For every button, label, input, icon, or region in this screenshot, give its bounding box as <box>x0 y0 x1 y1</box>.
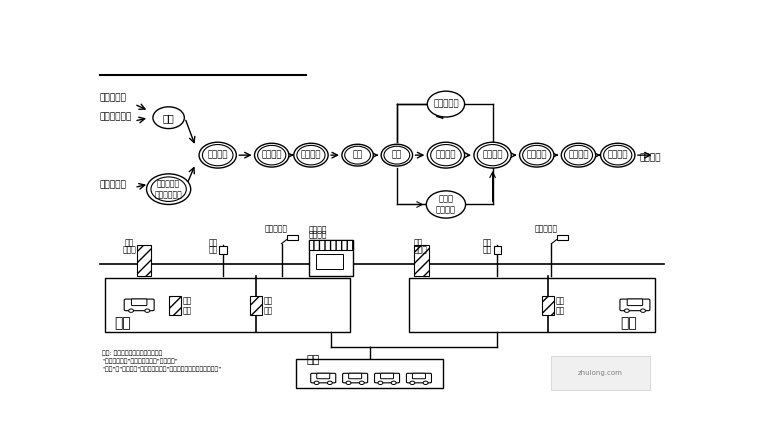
Text: 控制机: 控制机 <box>414 245 428 254</box>
Circle shape <box>359 381 364 385</box>
Text: 感应
线圈: 感应 线圈 <box>556 296 565 316</box>
Circle shape <box>294 143 328 167</box>
Bar <box>414 245 429 276</box>
Circle shape <box>600 143 635 167</box>
Bar <box>493 246 502 254</box>
Bar <box>137 245 151 276</box>
Text: 入口: 入口 <box>208 238 217 248</box>
FancyBboxPatch shape <box>317 373 330 379</box>
Text: 读卡: 读卡 <box>163 113 175 123</box>
Circle shape <box>427 142 464 168</box>
Text: 收费咨询: 收费咨询 <box>309 226 327 235</box>
Circle shape <box>255 143 289 167</box>
Bar <box>249 297 262 315</box>
Text: 人工发卡取
自动缴费取卡: 人工发卡取 自动缴费取卡 <box>155 179 182 199</box>
Text: 特殊卡换卡: 特殊卡换卡 <box>433 99 459 109</box>
Circle shape <box>520 143 554 167</box>
Text: 临时卡进入: 临时卡进入 <box>100 180 127 190</box>
Text: 出口: 出口 <box>620 316 637 330</box>
FancyBboxPatch shape <box>124 299 154 311</box>
Bar <box>309 240 353 251</box>
Circle shape <box>625 309 629 312</box>
Circle shape <box>328 381 332 385</box>
Text: 图像对比: 图像对比 <box>527 151 547 160</box>
Text: 感应
线圈: 感应 线圈 <box>264 296 273 316</box>
FancyBboxPatch shape <box>349 373 362 379</box>
Text: 感应
线圈: 感应 线圈 <box>182 296 192 316</box>
Circle shape <box>391 381 396 385</box>
Text: zhulong.com: zhulong.com <box>578 370 623 376</box>
Bar <box>542 297 554 315</box>
Circle shape <box>342 144 373 166</box>
Circle shape <box>382 144 413 166</box>
Text: 入口机组: 入口机组 <box>207 151 228 160</box>
Circle shape <box>378 381 383 385</box>
Text: 车辆驶出: 车辆驶出 <box>640 153 661 162</box>
Bar <box>296 359 444 388</box>
Bar <box>309 240 353 276</box>
Bar <box>287 236 298 240</box>
Text: 注释: 带色导线表示的对应等级关系
"自动缴费取卡"对道路放置中的"自卡取回"
"机组"的"自动收入"对道路放置中的"机组，与车库管理统收入关系": 注释: 带色导线表示的对应等级关系 "自动缴费取卡"对道路放置中的"自卡取回" … <box>103 351 222 372</box>
Bar <box>219 246 226 254</box>
Text: 入口: 入口 <box>125 238 134 248</box>
FancyBboxPatch shape <box>409 278 654 332</box>
Text: 出口: 出口 <box>414 238 423 248</box>
FancyBboxPatch shape <box>105 278 350 332</box>
Circle shape <box>346 381 351 385</box>
Circle shape <box>474 142 511 168</box>
Text: 出口机组: 出口机组 <box>483 151 503 160</box>
Circle shape <box>426 191 466 218</box>
Text: 自动开闸: 自动开闸 <box>261 151 282 160</box>
Bar <box>557 236 568 240</box>
FancyBboxPatch shape <box>413 373 426 379</box>
Text: 出口: 出口 <box>483 238 492 248</box>
Bar <box>316 254 343 269</box>
Text: 车库: 车库 <box>306 355 319 365</box>
Text: 按月卡进入: 按月卡进入 <box>100 94 127 103</box>
FancyBboxPatch shape <box>627 299 643 305</box>
FancyBboxPatch shape <box>311 373 336 383</box>
Text: 感应障碍: 感应障碍 <box>301 151 321 160</box>
Text: 收费电脑: 收费电脑 <box>309 231 327 240</box>
Circle shape <box>423 381 428 385</box>
FancyBboxPatch shape <box>343 373 368 383</box>
Text: 入口: 入口 <box>115 316 131 330</box>
Text: 月卡换卡: 月卡换卡 <box>435 151 456 160</box>
Text: 临时卡
缴卡交费: 临时卡 缴卡交费 <box>436 195 456 214</box>
FancyBboxPatch shape <box>375 373 400 383</box>
Circle shape <box>147 174 191 205</box>
Circle shape <box>562 143 596 167</box>
Text: 感应障碍: 感应障碍 <box>607 151 628 160</box>
Bar <box>552 356 650 390</box>
Bar <box>169 297 181 315</box>
Circle shape <box>410 381 415 385</box>
Text: 控制机: 控制机 <box>122 245 136 254</box>
Circle shape <box>199 142 236 168</box>
Circle shape <box>427 91 464 117</box>
FancyBboxPatch shape <box>407 373 432 383</box>
FancyBboxPatch shape <box>381 373 394 379</box>
Text: 出口摄像机: 出口摄像机 <box>535 225 558 234</box>
Text: 入口摄像机: 入口摄像机 <box>265 225 288 234</box>
FancyBboxPatch shape <box>131 299 147 305</box>
Text: 停车: 停车 <box>353 151 363 160</box>
FancyBboxPatch shape <box>620 299 650 311</box>
Circle shape <box>128 309 134 312</box>
Text: 按临停卡进入: 按临停卡进入 <box>100 112 132 122</box>
Text: 道闸: 道闸 <box>483 245 492 254</box>
Circle shape <box>641 309 645 312</box>
Circle shape <box>145 309 150 312</box>
Text: 自动开闸: 自动开闸 <box>568 151 589 160</box>
Text: 出场: 出场 <box>391 151 402 160</box>
Circle shape <box>314 381 319 385</box>
Circle shape <box>153 107 185 129</box>
Text: 道闸: 道闸 <box>208 245 217 254</box>
